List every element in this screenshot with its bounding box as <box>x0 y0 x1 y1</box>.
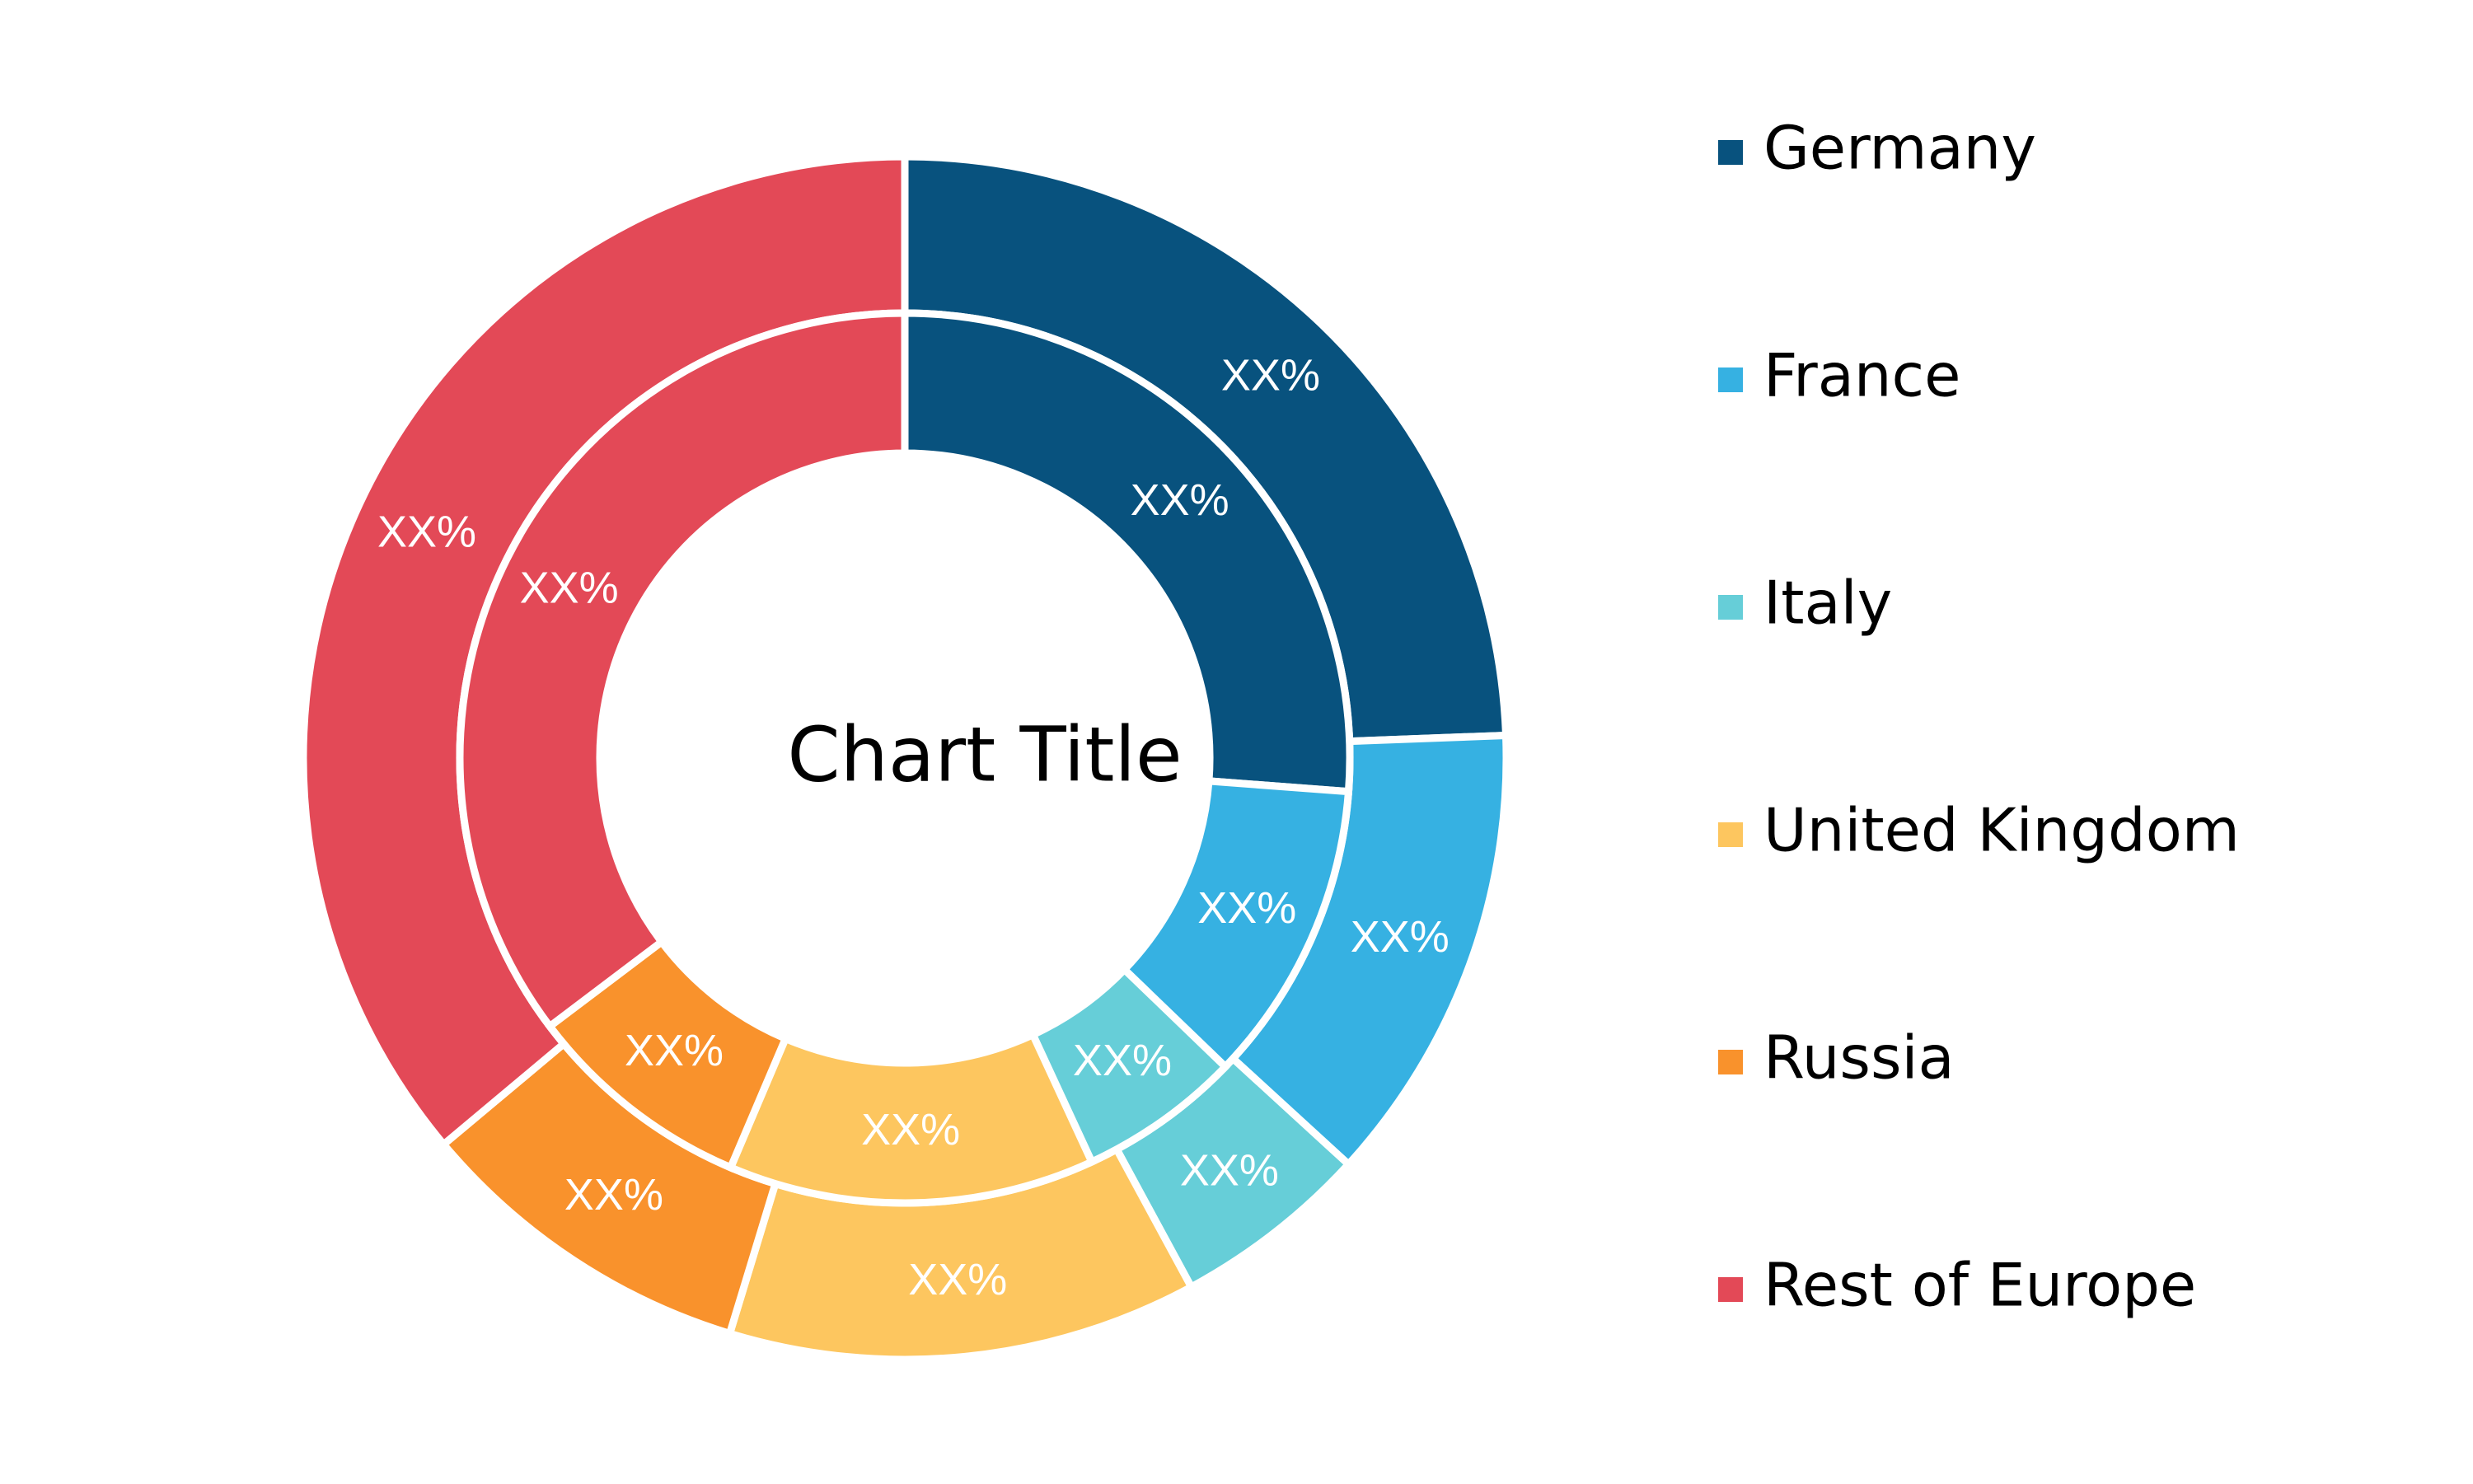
legend-swatch-united-kingdom <box>1718 822 1743 847</box>
legend-label-russia: Russia <box>1763 1023 1955 1093</box>
legend-swatch-russia <box>1718 1050 1743 1074</box>
legend-swatch-france <box>1718 367 1743 392</box>
legend-swatch-germany <box>1718 140 1743 165</box>
legend-swatch-italy <box>1718 595 1743 620</box>
inner-slice-germany <box>901 309 1354 796</box>
legend-swatch-rest-of-europe <box>1718 1277 1743 1302</box>
outer-slice-label-rest-of-europe: XX% <box>377 508 476 557</box>
outer-slice-label-germany: XX% <box>1221 350 1320 400</box>
legend-label-united-kingdom: United Kingdom <box>1763 796 2240 865</box>
legend: Germany France Italy United Kingdom Russia Re… <box>1718 114 2240 1320</box>
inner-ring <box>456 309 1354 1207</box>
legend-label-rest-of-europe: Rest of Europe <box>1763 1251 2196 1320</box>
inner-slice-label-france: XX% <box>1197 883 1296 933</box>
legend-label-italy: Italy <box>1763 569 1892 638</box>
inner-slice-label-italy: XX% <box>1073 1036 1172 1085</box>
outer-slice-label-italy: XX% <box>1180 1146 1279 1196</box>
outer-slice-label-france: XX% <box>1351 912 1450 962</box>
slice-labels: XX% XX% XX% XX% XX% XX% XX% XX% XX% XX% XX% XX% <box>377 350 1450 1304</box>
chart-title: Chart Title <box>787 710 1182 798</box>
legend-label-france: France <box>1763 341 1960 410</box>
inner-slice-label-russia: XX% <box>625 1026 724 1075</box>
legend-label-germany: Germany <box>1763 114 2036 183</box>
outer-ring <box>299 152 1510 1364</box>
inner-slice-label-united-kingdom: XX% <box>861 1105 960 1154</box>
outer-slice-label-russia: XX% <box>564 1170 663 1220</box>
inner-slice-label-rest-of-europe: XX% <box>520 564 619 613</box>
inner-slice-rest-of-europe <box>456 309 909 1032</box>
inner-slice-label-germany: XX% <box>1131 475 1229 525</box>
outer-slice-label-united-kingdom: XX% <box>908 1255 1007 1304</box>
